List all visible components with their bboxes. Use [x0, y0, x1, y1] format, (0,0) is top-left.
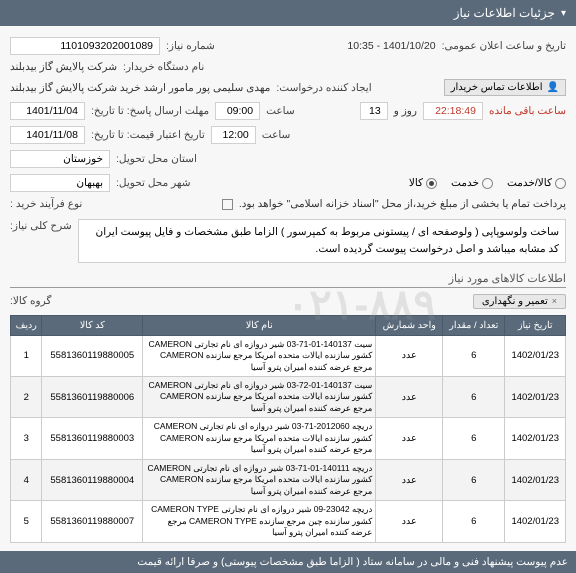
- description-box: ساخت ولوسوپاپی ( ولوصفحه ای / پیستونی مر…: [78, 219, 566, 263]
- desc-label: شرح کلی نیاز:: [10, 220, 72, 232]
- cell-date: 1402/01/23: [505, 377, 566, 418]
- panel-title: جزئیات اطلاعات نیاز: [454, 6, 555, 20]
- radio-service[interactable]: خدمت: [451, 177, 493, 189]
- cell-idx: 1: [11, 335, 42, 376]
- table-row: 1402/01/236عددسیت 140137-01-71-03 شیر در…: [11, 335, 566, 376]
- cell-idx: 5: [11, 501, 42, 542]
- table-row: 1402/01/236عدددریچه 23042-09 شیر دروازه …: [11, 501, 566, 542]
- cell-idx: 2: [11, 377, 42, 418]
- deadline-label: مهلت ارسال پاسخ: تا تاریخ:: [91, 105, 209, 117]
- cell-date: 1402/01/23: [505, 335, 566, 376]
- process-note: پرداخت تمام یا بخشی از مبلغ خرید،از محل …: [239, 198, 566, 210]
- group-tag[interactable]: × تعمیر و نگهداری: [473, 294, 566, 309]
- cell-unit: عدد: [376, 418, 443, 459]
- city-value: بهبهان: [10, 174, 110, 192]
- contact-button[interactable]: 👤 اطلاعات تماس خریدار: [444, 79, 566, 96]
- group-tag-label: تعمیر و نگهداری: [482, 296, 548, 307]
- th-code: کد کالا: [42, 315, 143, 335]
- radio-icon: [426, 178, 437, 189]
- cell-date: 1402/01/23: [505, 501, 566, 542]
- req-no-value: 1101093202001089: [10, 37, 160, 55]
- radio-icon: [555, 178, 566, 189]
- th-name: نام کالا: [143, 315, 376, 335]
- cell-date: 1402/01/23: [505, 459, 566, 500]
- cell-unit: عدد: [376, 335, 443, 376]
- th-qty: تعداد / مقدار: [443, 315, 505, 335]
- cell-code: 5581360119880006: [42, 377, 143, 418]
- table-row: 1402/01/236عددسیت 140137-01-72-03 شیر در…: [11, 377, 566, 418]
- process-label: نوع فرآیند خرید :: [10, 198, 82, 210]
- radio-service-label: خدمت: [451, 177, 479, 189]
- remain-days: 13: [360, 102, 388, 120]
- remain-suffix: ساعت باقی مانده: [489, 105, 566, 117]
- table-row: 1402/01/236عدددریچه 2012060-71-03 شیر در…: [11, 418, 566, 459]
- city-label: شهر محل تحویل:: [116, 177, 191, 189]
- cell-qty: 6: [443, 335, 505, 376]
- org-label: نام دستگاه خریدار:: [123, 61, 204, 73]
- form-area: تاریخ و ساعت اعلان عمومی: 1401/10/20 - 1…: [0, 26, 576, 551]
- remain-days-label: روز و: [394, 105, 417, 117]
- cell-qty: 6: [443, 501, 505, 542]
- cell-code: 5581360119880005: [42, 335, 143, 376]
- radio-goods[interactable]: کالا: [409, 177, 437, 189]
- panel-header: ▾ جزئیات اطلاعات نیاز: [0, 0, 576, 26]
- valid-time-label: ساعت: [262, 129, 291, 141]
- creator-label: ایجاد کننده درخواست:: [276, 82, 371, 94]
- th-date: تاریخ نیاز: [505, 315, 566, 335]
- radio-both[interactable]: کالا/خدمت: [507, 177, 566, 189]
- cell-date: 1402/01/23: [505, 418, 566, 459]
- cell-qty: 6: [443, 377, 505, 418]
- valid-time: 12:00: [211, 126, 256, 144]
- cell-name: دریچه 2012060-71-03 شیر دروازه ای نام تج…: [143, 418, 376, 459]
- valid-date: 1401/11/08: [10, 126, 85, 144]
- req-no-label: شماره نیاز:: [166, 40, 215, 52]
- items-section-title: اطلاعات کالاهای مورد نیاز: [10, 272, 566, 288]
- cell-name: سیت 140137-01-72-03 شیر دروازه ای نام تج…: [143, 377, 376, 418]
- announce-label: تاریخ و ساعت اعلان عمومی:: [442, 40, 566, 52]
- footer-text: عدم پیوست پیشنهاد فنی و مالی در سامانه س…: [137, 556, 568, 568]
- cell-qty: 6: [443, 418, 505, 459]
- cell-qty: 6: [443, 459, 505, 500]
- contact-button-label: اطلاعات تماس خریدار: [451, 82, 543, 93]
- cell-unit: عدد: [376, 377, 443, 418]
- chevron-down-icon: ▾: [561, 8, 566, 19]
- org-value: شرکت پالایش گاز بیدبلند: [10, 61, 117, 73]
- cell-idx: 4: [11, 459, 42, 500]
- radio-icon: [482, 178, 493, 189]
- radio-both-label: کالا/خدمت: [507, 177, 552, 189]
- cell-idx: 3: [11, 418, 42, 459]
- th-unit: واحد شمارش: [376, 315, 443, 335]
- table-row: 1402/01/236عدددریچه 140111-01-71-03 شیر …: [11, 459, 566, 500]
- footer-bar: عدم پیوست پیشنهاد فنی و مالی در سامانه س…: [0, 551, 576, 573]
- cell-code: 5581360119880007: [42, 501, 143, 542]
- group-label: گروه کالا:: [10, 295, 51, 307]
- deadline-time: 09:00: [215, 102, 260, 120]
- items-table: تاریخ نیاز تعداد / مقدار واحد شمارش نام …: [10, 315, 566, 543]
- province-label: استان محل تحویل:: [116, 153, 197, 165]
- cell-unit: عدد: [376, 459, 443, 500]
- cell-unit: عدد: [376, 501, 443, 542]
- type-radio-group: کالا/خدمت خدمت کالا: [409, 177, 566, 189]
- person-icon: 👤: [547, 82, 559, 93]
- close-icon[interactable]: ×: [552, 296, 557, 306]
- process-checkbox[interactable]: [222, 199, 233, 210]
- deadline-time-label: ساعت: [266, 105, 295, 117]
- creator-value: مهدی سلیمی پور مامور ارشد خرید شرکت پالا…: [10, 82, 270, 94]
- province-value: خوزستان: [10, 150, 110, 168]
- deadline-date: 1401/11/04: [10, 102, 85, 120]
- cell-name: سیت 140137-01-71-03 شیر دروازه ای نام تج…: [143, 335, 376, 376]
- cell-code: 5581360119880003: [42, 418, 143, 459]
- announce-value: 1401/10/20 - 10:35: [347, 40, 435, 52]
- radio-goods-label: کالا: [409, 177, 423, 189]
- cell-name: دریچه 23042-09 شیر دروازه ای نام تجارتی …: [143, 501, 376, 542]
- cell-name: دریچه 140111-01-71-03 شیر دروازه ای نام …: [143, 459, 376, 500]
- th-row: ردیف: [11, 315, 42, 335]
- valid-label: تاریخ اعتبار قیمت: تا تاریخ:: [91, 129, 205, 141]
- remain-time: 22:18:49: [423, 102, 483, 120]
- cell-code: 5581360119880004: [42, 459, 143, 500]
